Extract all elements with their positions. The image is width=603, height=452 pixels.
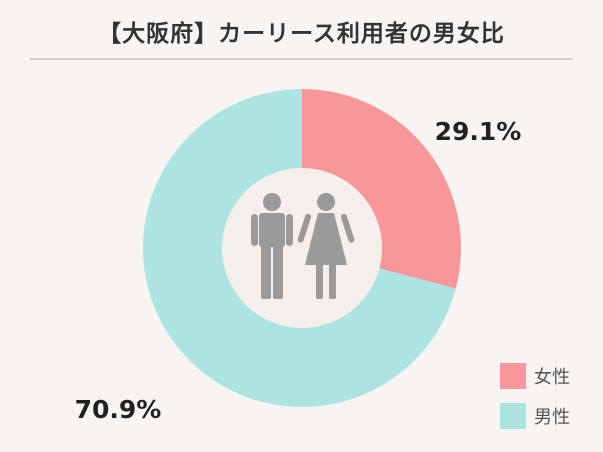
legend-item-male: 男性 [500,402,570,430]
male-figure-icon [251,193,293,299]
legend: 女性 男性 [500,362,570,442]
legend-label-female: 女性 [534,367,570,388]
legend-swatch-female [500,363,526,389]
data-label-female: 29.1% [435,117,522,146]
title-divider [30,58,573,60]
data-label-male: 70.9% [75,395,162,424]
legend-label-male: 男性 [534,407,570,428]
female-figure-icon [297,193,355,299]
legend-swatch-male [500,403,526,429]
legend-item-female: 女性 [500,362,570,390]
chart-title: 【大阪府】カーリース利用者の男女比 [98,21,505,47]
donut-hole [222,168,382,328]
